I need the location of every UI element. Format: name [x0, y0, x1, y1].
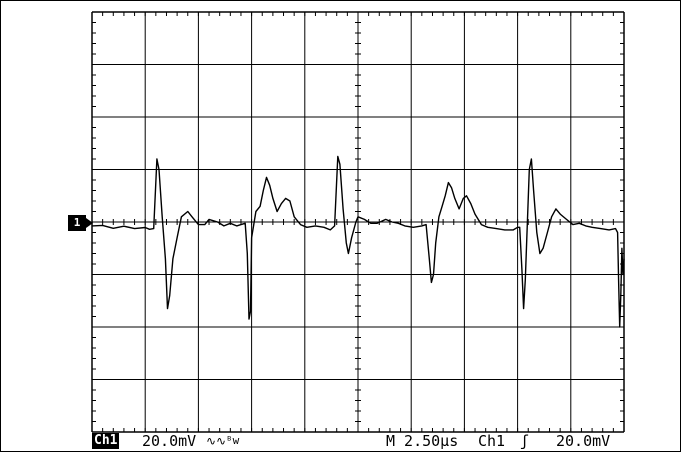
channel-tag: Ch1 — [92, 433, 120, 449]
volts-per-div: 20.0mV — [142, 432, 197, 450]
timebase: M 2.50µs — [386, 432, 459, 450]
bandwidth-icon: ᴮw — [226, 434, 240, 447]
trigger-source: Ch1 — [478, 432, 506, 450]
channel-1-ground-marker: 1 — [68, 215, 86, 231]
trigger-slope-icon: ʃ — [520, 432, 530, 450]
marker-arrow-icon — [86, 218, 93, 228]
trigger-level: 20.0mV — [556, 432, 611, 450]
waveform-trace — [91, 155, 625, 328]
graticule — [91, 11, 625, 433]
coupling-icon: ∿∿ — [206, 434, 227, 448]
